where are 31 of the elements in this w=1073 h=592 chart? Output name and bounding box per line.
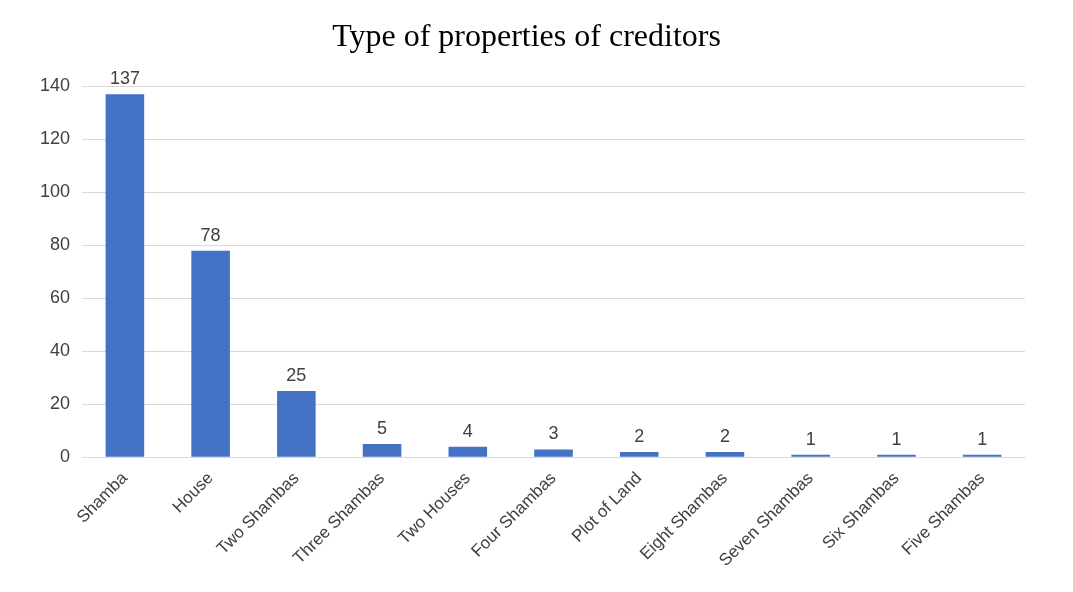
y-tick-label: 0 — [60, 446, 71, 467]
bar — [105, 94, 145, 457]
data-label: 1 — [977, 428, 988, 449]
data-label: 25 — [286, 365, 307, 386]
data-label: 1 — [805, 428, 816, 449]
y-tick-label: 100 — [39, 181, 71, 202]
y-tick-label: 40 — [50, 340, 71, 361]
data-label: 78 — [200, 224, 221, 245]
bar — [962, 454, 1002, 457]
data-label: 2 — [634, 426, 645, 447]
y-tick-label: 140 — [39, 75, 71, 96]
bar — [877, 454, 916, 457]
y-tick-label: 80 — [50, 234, 71, 255]
data-label: 5 — [377, 418, 388, 439]
bar — [191, 250, 230, 457]
data-label: 1 — [891, 428, 902, 449]
bar — [791, 454, 830, 457]
bar — [362, 444, 402, 457]
data-label: 2 — [719, 426, 730, 447]
chart-title: Type of properties of creditors — [332, 16, 721, 53]
bar — [534, 449, 573, 457]
bar — [705, 452, 745, 457]
bar — [448, 446, 488, 457]
bar — [619, 452, 659, 457]
data-label: 3 — [548, 423, 559, 444]
y-tick-label: 20 — [50, 393, 71, 414]
data-label: 4 — [462, 420, 473, 441]
y-tick-label: 120 — [39, 128, 71, 149]
data-label: 137 — [109, 68, 140, 89]
y-tick-label: 60 — [50, 287, 71, 308]
bar — [277, 391, 316, 457]
